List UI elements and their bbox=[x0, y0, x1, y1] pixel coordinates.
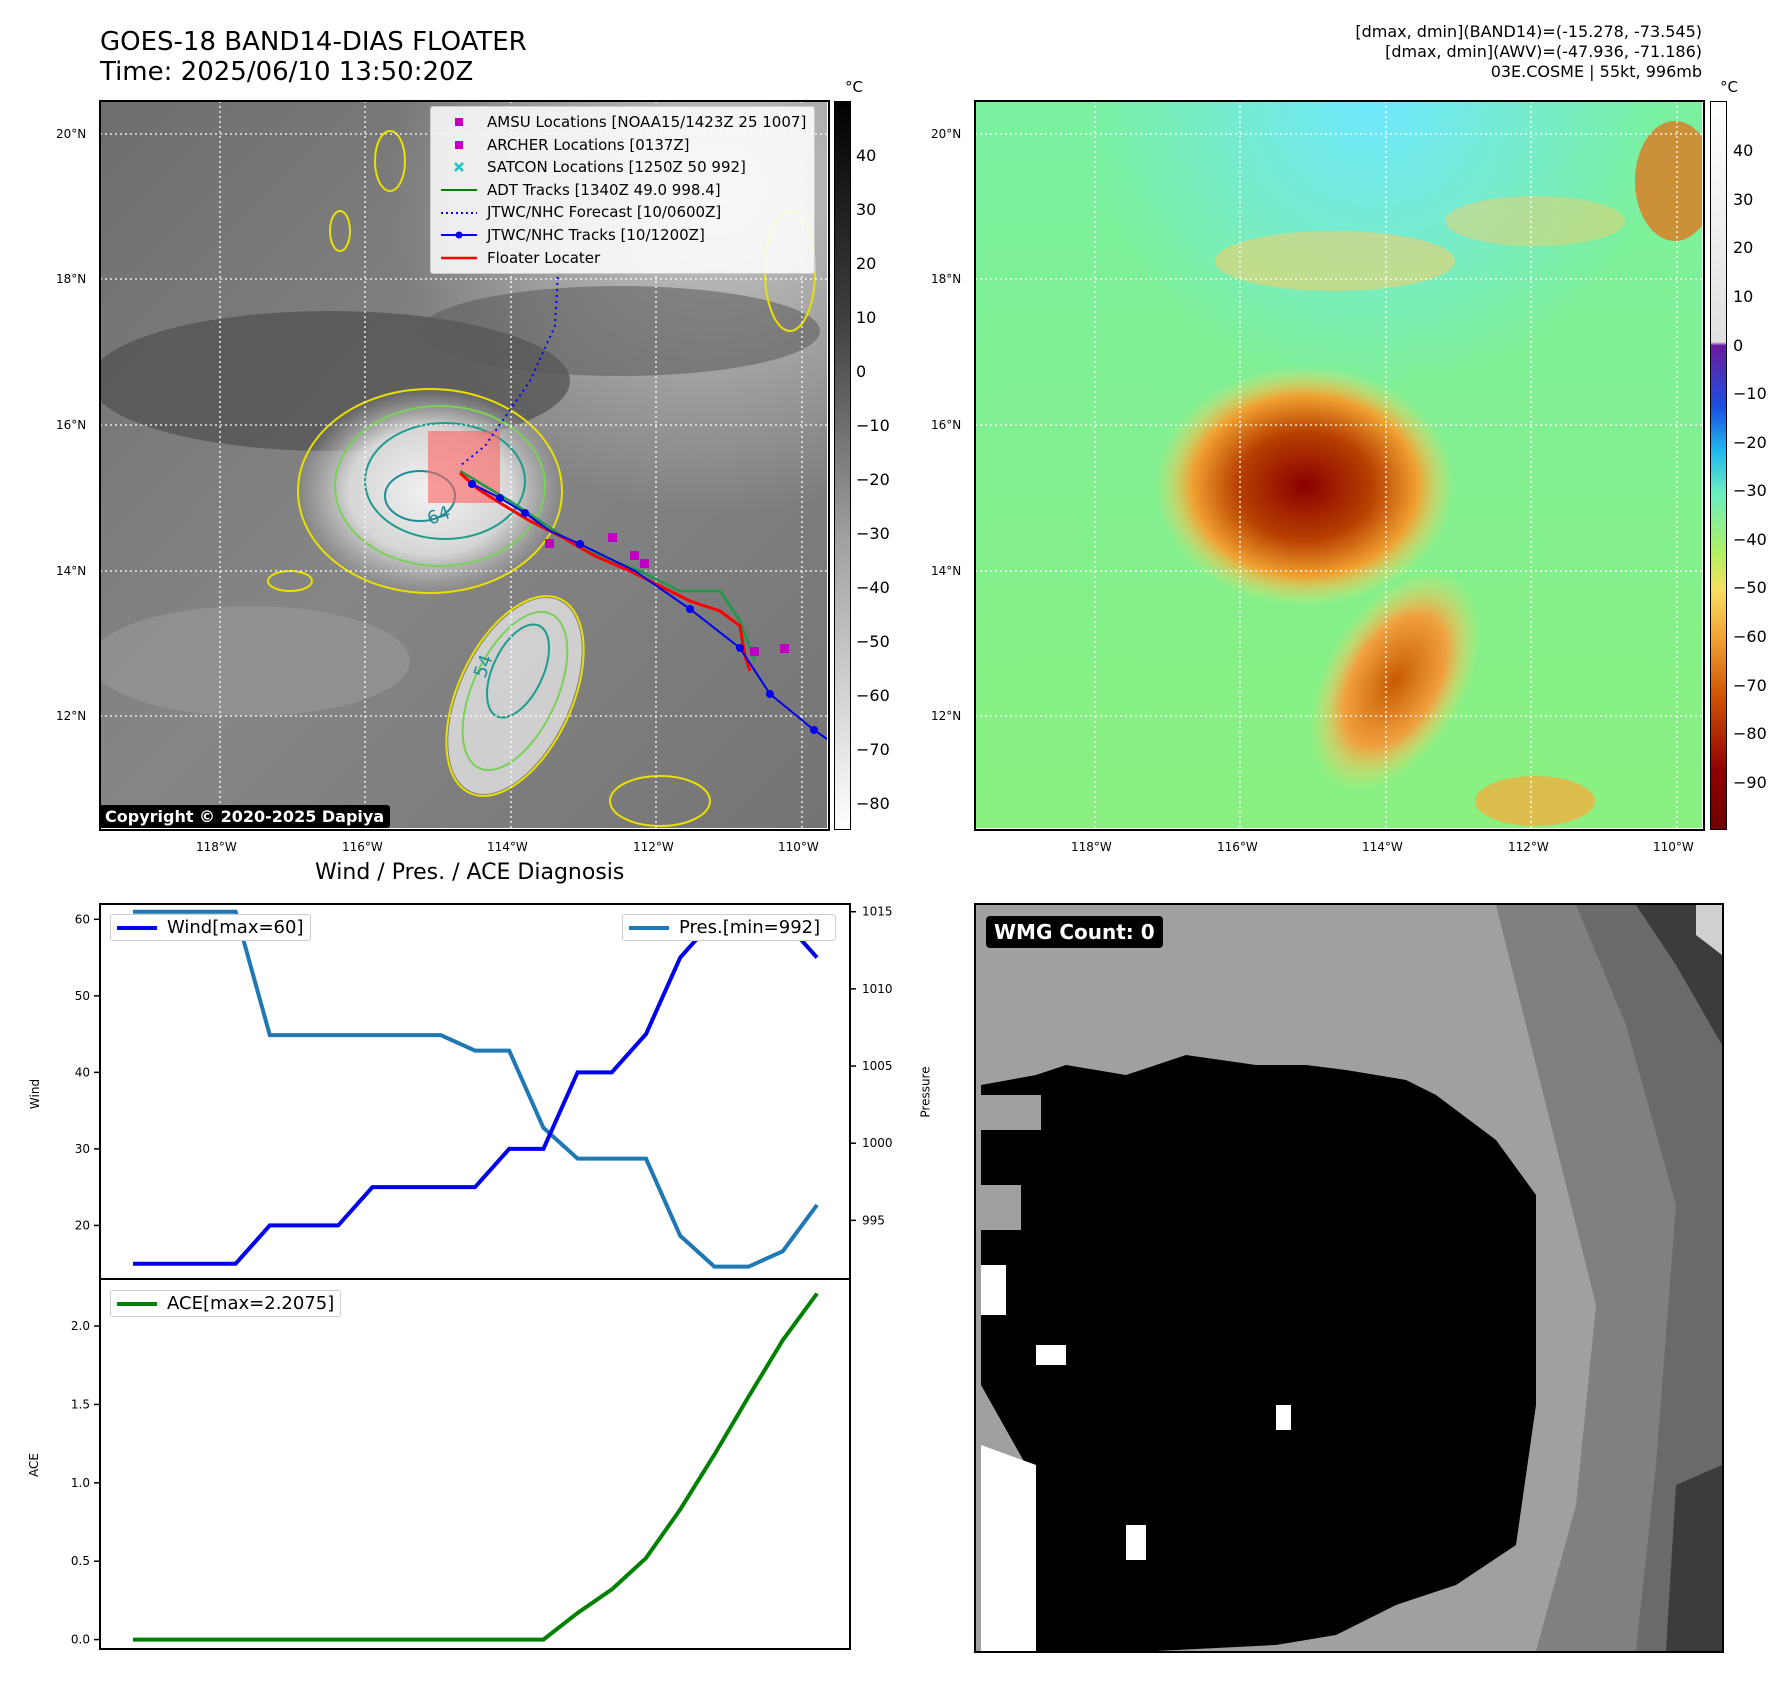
wind-pressure-frame bbox=[99, 903, 851, 1280]
wmg-map bbox=[981, 905, 1722, 1651]
ir-lon-label-116: 116°W bbox=[342, 840, 383, 854]
ir-lat-label-12: 12°N bbox=[56, 709, 87, 723]
legend-jtwc-tracks: JTWC/NHC Tracks [10/1200Z] bbox=[439, 224, 806, 247]
wmg-dark-region bbox=[981, 1055, 1536, 1651]
awv-lat-label-14: 14°N bbox=[931, 564, 962, 578]
title-line-2: Time: 2025/06/10 13:50:20Z bbox=[100, 57, 474, 87]
awv-lat-label-16: 16°N bbox=[931, 418, 962, 432]
ir-lon-label-114: 114°W bbox=[487, 840, 528, 854]
info-line-1: [dmax, dmin](BAND14)=(-15.278, -73.545) bbox=[1355, 22, 1702, 41]
floater-track bbox=[459, 471, 752, 672]
amsu-archer-points bbox=[545, 533, 789, 656]
ir-lat-label-18: 18°N bbox=[56, 272, 87, 286]
pressure-axis-label: Pressure bbox=[918, 1066, 933, 1118]
ace-tick-label: 1.0 bbox=[71, 1476, 90, 1490]
title-line-1: GOES-18 BAND14-DIAS FLOATER bbox=[100, 27, 527, 57]
ace-frame bbox=[99, 1278, 851, 1650]
legend-adt: ADT Tracks [1340Z 49.0 998.4] bbox=[441, 180, 721, 199]
awv-map-panel bbox=[975, 101, 1715, 828]
ace-axis-label: ACE bbox=[26, 1453, 41, 1477]
ir-colorbar-unit: °C bbox=[845, 78, 863, 96]
legend-archer: ARCHER Locations [0137Z] bbox=[439, 134, 806, 157]
jtwc-forecast-track bbox=[459, 270, 559, 467]
legend-floater: Floater Locater bbox=[441, 248, 601, 267]
jtwc-best-track bbox=[471, 483, 831, 742]
awv-colorbar bbox=[1710, 101, 1727, 830]
intensity-info: [dmax, dmin](BAND14)=(-15.278, -73.545) … bbox=[1355, 22, 1702, 82]
wind-pressure-axes: 60 50 40 30 20 1015 1010 1005 1000 995 bbox=[75, 905, 893, 1269]
wind-tick-label: 20 bbox=[75, 1218, 90, 1232]
ir-colorbar bbox=[834, 101, 851, 830]
pressure-tick-label: 1010 bbox=[862, 982, 893, 996]
pressure-tick-label: 1005 bbox=[862, 1059, 893, 1073]
info-line-3: 03E.COSME | 55kt, 996mb bbox=[1490, 62, 1702, 81]
pressure-tick-label: 995 bbox=[862, 1213, 885, 1227]
copyright-badge: Copyright © 2020-2025 Dapiya bbox=[99, 805, 391, 828]
wind-tick-label: 60 bbox=[75, 912, 90, 926]
ace-legend: ACE[max=2.2075] bbox=[110, 1290, 342, 1317]
awv-lon-label-110: 110°W bbox=[1653, 840, 1694, 854]
wind-tick-label: 30 bbox=[75, 1142, 90, 1156]
ir-lon-label-118: 118°W bbox=[196, 840, 237, 854]
ace-tick-label: 2.0 bbox=[71, 1319, 90, 1333]
pressure-legend: Pres.[min=992] bbox=[622, 914, 836, 941]
awv-gridlines bbox=[975, 101, 1702, 828]
awv-lon-label-118: 118°W bbox=[1071, 840, 1112, 854]
wind-axis-label: Wind bbox=[28, 1078, 43, 1110]
wmg-panel bbox=[974, 903, 1724, 1653]
ir-lat-label-14: 14°N bbox=[56, 564, 87, 578]
ace-tick-label: 1.5 bbox=[71, 1397, 90, 1411]
pressure-tick-label: 1000 bbox=[862, 1136, 893, 1150]
wind-line bbox=[133, 917, 819, 1266]
ace-tick-label: 0.0 bbox=[71, 1633, 90, 1647]
awv-lon-label-116: 116°W bbox=[1217, 840, 1258, 854]
legend-forecast: JTWC/NHC Forecast [10/0600Z] bbox=[441, 203, 722, 222]
awv-colorbar-unit: °C bbox=[1720, 78, 1738, 96]
awv-map bbox=[975, 101, 1715, 828]
ir-lat-label-20: 20°N bbox=[56, 127, 87, 141]
ir-lat-label-16: 16°N bbox=[56, 418, 87, 432]
awv-lat-label-12: 12°N bbox=[931, 709, 962, 723]
awv-lon-label-112: 112°W bbox=[1508, 840, 1549, 854]
map-legend: AMSU Locations [NOAA15/1423Z 25 1007] AR… bbox=[430, 106, 816, 275]
info-line-2: [dmax, dmin](AWV)=(-47.936, -71.186) bbox=[1385, 42, 1702, 61]
awv-storm-core bbox=[1155, 366, 1455, 606]
wmg-count-badge: WMG Count: 0 bbox=[986, 916, 1163, 948]
map-title: GOES-18 BAND14-DIAS FLOATER Time: 2025/0… bbox=[100, 27, 527, 87]
diagnosis-chart: 60 50 40 30 20 1015 1010 1005 1000 995 2.0 1.5 1.0 0… bbox=[71, 903, 893, 1650]
pressure-tick-label: 1015 bbox=[862, 905, 893, 919]
legend-amsu: AMSU Locations [NOAA15/1423Z 25 1007] bbox=[439, 111, 806, 134]
awv-rainband bbox=[1309, 571, 1481, 791]
awv-lat-label-20: 20°N bbox=[931, 127, 962, 141]
jtwc-track-points bbox=[468, 480, 818, 734]
ir-lon-label-112: 112°W bbox=[633, 840, 674, 854]
diagnosis-title: Wind / Pres. / ACE Diagnosis bbox=[315, 860, 625, 885]
wind-legend: Wind[max=60] bbox=[110, 914, 311, 941]
ir-lon-label-110: 110°W bbox=[778, 840, 819, 854]
pressure-line bbox=[133, 909, 819, 1269]
wind-tick-label: 50 bbox=[75, 989, 90, 1003]
ace-axes: 2.0 1.5 1.0 0.5 0.0 bbox=[71, 1292, 819, 1647]
wmg-white-region bbox=[981, 1265, 1006, 1315]
ace-tick-label: 0.5 bbox=[71, 1554, 90, 1568]
awv-lat-label-18: 18°N bbox=[931, 272, 962, 286]
awv-lon-label-114: 114°W bbox=[1362, 840, 1403, 854]
legend-satcon: SATCON Locations [1250Z 50 992] bbox=[439, 156, 806, 179]
wind-tick-label: 40 bbox=[75, 1065, 90, 1079]
ace-line bbox=[133, 1292, 819, 1642]
